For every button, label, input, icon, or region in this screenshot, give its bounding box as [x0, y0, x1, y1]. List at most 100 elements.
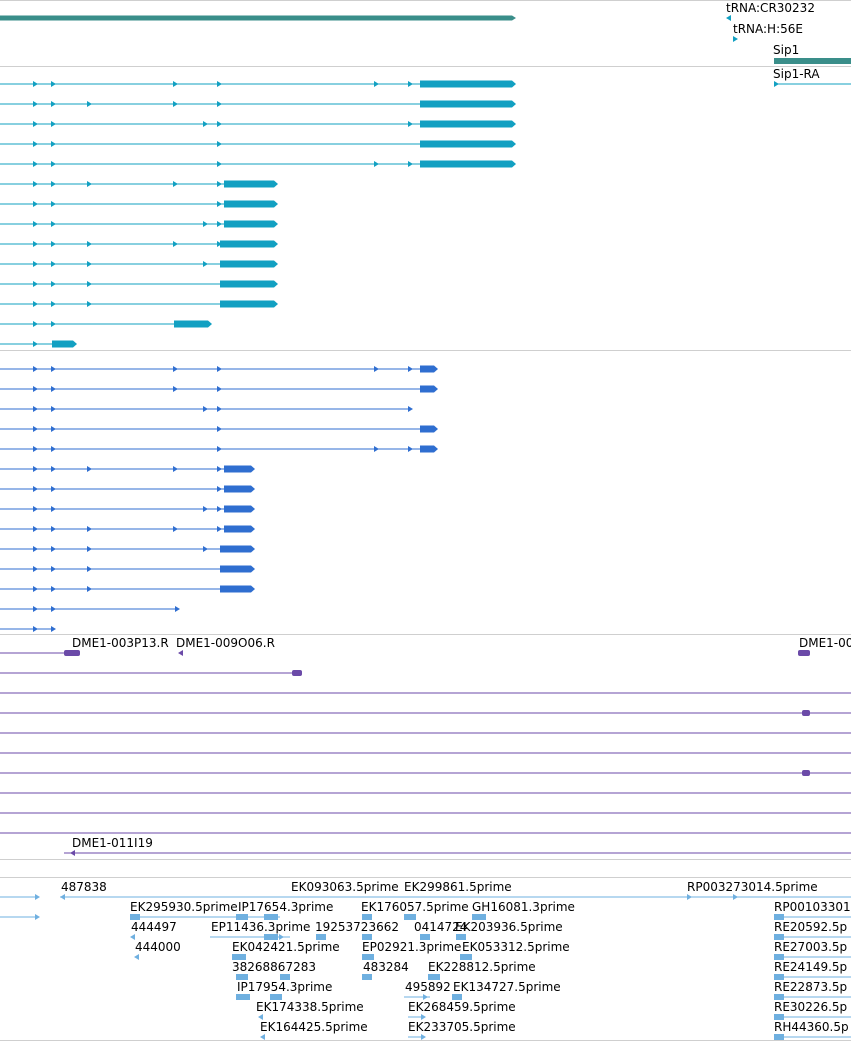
direction-arrow [421, 1014, 426, 1020]
direction-arrow [217, 386, 222, 392]
est-block [456, 934, 466, 940]
direction-arrow [33, 161, 38, 167]
direction-arrow [33, 81, 38, 87]
exon-block [420, 425, 438, 433]
direction-arrow [203, 121, 208, 127]
direction-arrow [33, 221, 38, 227]
exon-block [420, 160, 516, 168]
est-block [280, 974, 290, 980]
direction-arrow [217, 406, 222, 412]
direction-arrow [51, 486, 56, 492]
direction-arrow [408, 81, 413, 87]
est-block [232, 954, 246, 960]
exon-block [224, 465, 255, 473]
est-block [236, 994, 250, 1000]
direction-arrow [130, 934, 135, 940]
exon-block [220, 240, 278, 248]
exon-block [224, 525, 255, 533]
direction-arrow [51, 241, 56, 247]
direction-arrow [33, 586, 38, 592]
direction-arrow [51, 586, 56, 592]
direction-arrow [87, 566, 92, 572]
exon-block [420, 140, 516, 148]
direction-arrow [687, 894, 692, 900]
exon-block [420, 365, 438, 373]
direction-arrow [33, 526, 38, 532]
direction-arrow [51, 201, 56, 207]
exon-block [420, 120, 516, 128]
direction-arrow [60, 894, 65, 900]
direction-arrow [87, 181, 92, 187]
direction-arrow [217, 181, 222, 187]
direction-arrow [51, 606, 56, 612]
est-block [130, 914, 140, 920]
direction-arrow [33, 546, 38, 552]
direction-arrow [408, 121, 413, 127]
direction-arrow [33, 386, 38, 392]
direction-arrow [173, 181, 178, 187]
est-block [236, 914, 248, 920]
direction-arrow [203, 506, 208, 512]
clone-end-block [64, 650, 80, 656]
exon-block [420, 385, 438, 393]
direction-arrow [87, 281, 92, 287]
direction-arrow [51, 566, 56, 572]
exon-block [420, 80, 516, 88]
est-block [270, 994, 282, 1000]
direction-arrow [733, 36, 738, 42]
direction-arrow [87, 101, 92, 107]
direction-arrow [173, 81, 178, 87]
direction-arrow [33, 486, 38, 492]
direction-arrow [217, 101, 222, 107]
direction-arrow [408, 446, 413, 452]
direction-arrow [51, 626, 56, 632]
direction-arrow [33, 406, 38, 412]
direction-arrow [87, 466, 92, 472]
direction-arrow [70, 850, 75, 856]
direction-arrow [217, 486, 222, 492]
est-block [362, 934, 372, 940]
direction-arrow [408, 161, 413, 167]
est-block [774, 934, 784, 940]
direction-arrow [279, 934, 284, 940]
direction-arrow [217, 161, 222, 167]
direction-arrow [203, 261, 208, 267]
direction-arrow [87, 586, 92, 592]
direction-arrow [33, 466, 38, 472]
direction-arrow [51, 141, 56, 147]
direction-arrow [87, 261, 92, 267]
est-block [774, 1014, 784, 1020]
direction-arrow [35, 914, 40, 920]
exon-block [224, 505, 255, 513]
direction-arrow [87, 526, 92, 532]
direction-arrow [51, 221, 56, 227]
direction-arrow [51, 121, 56, 127]
direction-arrow [217, 366, 222, 372]
direction-arrow [726, 15, 731, 21]
est-block [362, 914, 372, 920]
exon-block [0, 15, 516, 21]
direction-arrow [217, 446, 222, 452]
direction-arrow [51, 406, 56, 412]
est-block [452, 994, 462, 1000]
direction-arrow [217, 426, 222, 432]
direction-arrow [178, 650, 183, 656]
direction-arrow [51, 426, 56, 432]
exon-block [220, 545, 255, 553]
est-block [774, 954, 784, 960]
direction-arrow [87, 301, 92, 307]
direction-arrow [51, 281, 56, 287]
direction-arrow [33, 606, 38, 612]
direction-arrow [203, 546, 208, 552]
gene-span-bar [774, 58, 851, 64]
direction-arrow [51, 261, 56, 267]
direction-arrow [33, 366, 38, 372]
direction-arrow [173, 101, 178, 107]
direction-arrow [51, 101, 56, 107]
direction-arrow [33, 241, 38, 247]
direction-arrow [33, 341, 38, 347]
direction-arrow [33, 141, 38, 147]
direction-arrow [33, 101, 38, 107]
direction-arrow [173, 526, 178, 532]
